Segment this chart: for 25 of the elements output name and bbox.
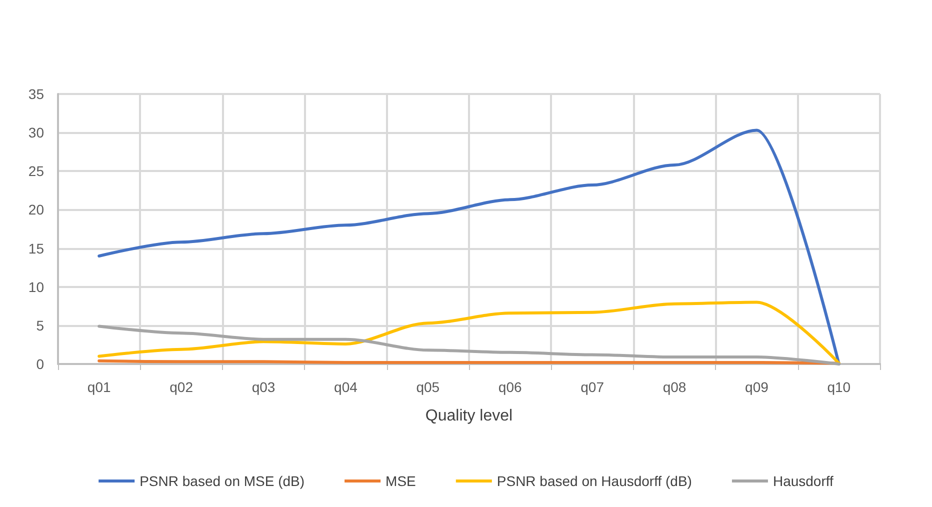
x-tick-label: q09 xyxy=(745,379,769,395)
x-tick-label: q04 xyxy=(334,379,358,395)
x-axis-title: Quality level xyxy=(425,408,513,424)
x-tick-label: q06 xyxy=(498,379,522,395)
y-tick-label: 20 xyxy=(28,202,44,218)
x-tick-label: q02 xyxy=(170,379,194,395)
x-tick-label: q10 xyxy=(827,379,851,395)
legend-label: Hausdorff xyxy=(772,473,834,489)
x-tick-label: q01 xyxy=(87,379,111,395)
legend-label: MSE xyxy=(386,473,416,489)
y-tick-label: 25 xyxy=(28,163,44,180)
line-series xyxy=(98,324,840,366)
y-tick-label: 30 xyxy=(28,124,44,141)
y-tick-label: 10 xyxy=(28,278,44,295)
y-tick-label: 5 xyxy=(36,317,44,334)
x-tick-label: q08 xyxy=(662,379,686,395)
x-tick-label: q05 xyxy=(416,379,440,395)
y-tick-label: 0 xyxy=(36,356,44,372)
x-tick-label: q07 xyxy=(580,379,604,395)
legend-label: PSNR based on MSE (dB) xyxy=(140,473,305,489)
x-tick-label: q03 xyxy=(252,379,276,395)
legend-label: PSNR based on Hausdorff (dB) xyxy=(496,473,692,489)
y-tick-label: 35 xyxy=(28,86,44,102)
y-tick-label: 15 xyxy=(28,240,44,256)
line-series xyxy=(98,300,840,365)
